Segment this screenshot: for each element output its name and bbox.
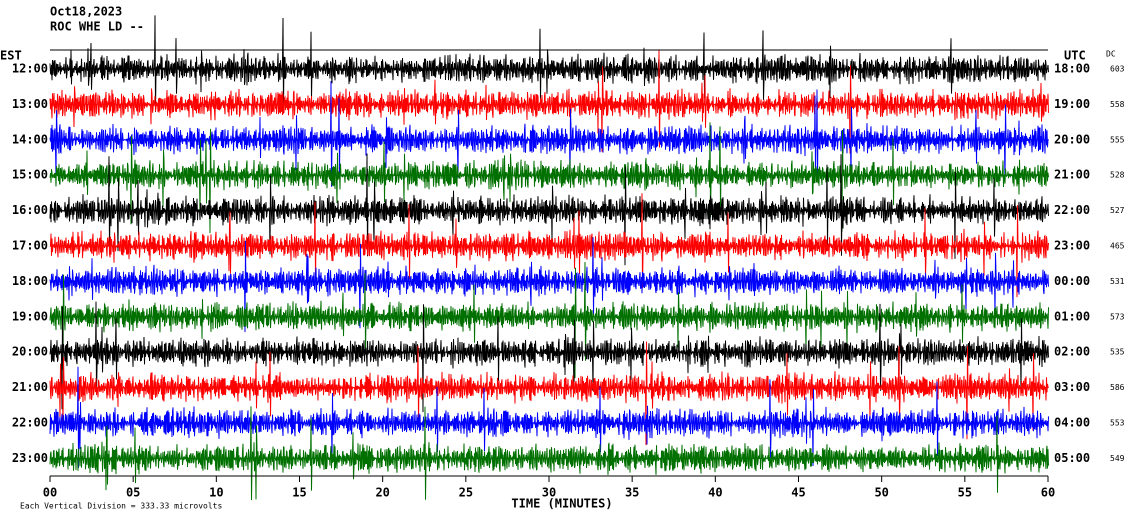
utc-time: 23:00 (1054, 239, 1090, 253)
trace (49, 261, 1049, 379)
trace (49, 406, 1049, 501)
x-tick-label: 40 (708, 486, 722, 500)
trace (49, 15, 1049, 112)
est-time: 19:00 (12, 309, 48, 323)
dc-value: 549 (1110, 454, 1125, 463)
dc-value: 528 (1110, 171, 1125, 180)
trace (49, 80, 1049, 187)
dc-value: 553 (1110, 419, 1125, 428)
dc-value: 555 (1110, 135, 1125, 144)
trace (49, 193, 1049, 298)
est-time: 14:00 (12, 132, 48, 146)
x-tick-label: 45 (791, 486, 805, 500)
utc-time: 21:00 (1054, 168, 1090, 182)
utc-time: 02:00 (1054, 345, 1090, 359)
utc-time: 20:00 (1054, 132, 1090, 146)
x-tick-label: 15 (292, 486, 306, 500)
trace (49, 237, 1049, 333)
est-time: 23:00 (12, 451, 48, 465)
station: ROC WHE LD -- (50, 20, 144, 34)
traces (49, 15, 1049, 501)
est-time: 20:00 (12, 345, 48, 359)
dc-label: DC (1106, 50, 1116, 59)
est-label: EST (0, 49, 22, 63)
trace (49, 301, 1049, 413)
est-time: 12:00 (12, 62, 48, 76)
x-axis-title: TIME (MINUTES) (511, 497, 612, 511)
x-tick-label: 25 (459, 486, 473, 500)
trace (49, 341, 1049, 446)
x-tick-label: 00 (43, 486, 57, 500)
dc-value: 527 (1110, 206, 1125, 215)
x-tick-label: 50 (874, 486, 888, 500)
dc-value: 535 (1110, 348, 1125, 357)
x-tick-label: 55 (958, 486, 972, 500)
utc-time: 22:00 (1054, 203, 1090, 217)
dc-value: 603 (1110, 65, 1125, 74)
est-time: 18:00 (12, 274, 48, 288)
x-tick-label: 20 (375, 486, 389, 500)
utc-time: 04:00 (1054, 416, 1090, 430)
utc-label: UTC (1064, 49, 1086, 63)
dc-value: 586 (1110, 383, 1125, 392)
date: Oct18,2023 (50, 5, 122, 19)
trace (49, 366, 1049, 469)
trace (49, 122, 1049, 234)
dc-value: 573 (1110, 312, 1125, 321)
trace (49, 50, 1049, 154)
x-tick-label: 35 (625, 486, 639, 500)
est-time: 21:00 (12, 380, 48, 394)
est-time: 15:00 (12, 168, 48, 182)
est-time: 13:00 (12, 97, 48, 111)
utc-time: 03:00 (1054, 380, 1090, 394)
utc-time: 01:00 (1054, 309, 1090, 323)
est-time: 16:00 (12, 203, 48, 217)
dc-value: 465 (1110, 242, 1125, 251)
x-tick-label: 60 (1041, 486, 1055, 500)
x-tick-label: 10 (209, 486, 223, 500)
utc-time: 00:00 (1054, 274, 1090, 288)
est-time: 17:00 (12, 239, 48, 253)
x-tick-label: 05 (126, 486, 140, 500)
utc-time: 19:00 (1054, 97, 1090, 111)
footer: Each Vertical Division = 333.33 microvol… (20, 502, 222, 511)
dc-value: 558 (1110, 100, 1125, 109)
x-tick-label: 30 (542, 486, 556, 500)
trace (49, 153, 1049, 266)
dc-value: 531 (1110, 277, 1125, 286)
utc-time: 05:00 (1054, 451, 1090, 465)
est-time: 22:00 (12, 416, 48, 430)
utc-time: 18:00 (1054, 62, 1090, 76)
